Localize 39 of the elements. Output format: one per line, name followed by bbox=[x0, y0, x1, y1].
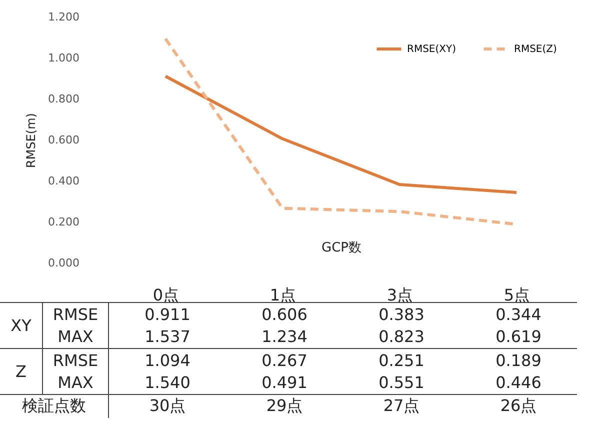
text: 0.823 bbox=[378, 326, 426, 348]
text: 26点 bbox=[460, 394, 577, 418]
text: 検証点数 bbox=[0, 394, 108, 418]
y-tick-label: 1.200 bbox=[48, 10, 80, 24]
y-tick-label: 0.200 bbox=[48, 216, 80, 228]
text: RMSE bbox=[52, 350, 98, 370]
text: 1.234 bbox=[260, 326, 308, 348]
y-tick-label: 0.600 bbox=[48, 134, 80, 146]
data-label: 0.383 bbox=[378, 304, 424, 324]
data-label: 0.344 bbox=[496, 304, 542, 324]
text: XY bbox=[0, 302, 42, 348]
data-label: 0.251 bbox=[343, 348, 460, 372]
data-label: 0.606 bbox=[262, 304, 308, 324]
legend-label: RMSE(XY) bbox=[407, 44, 456, 55]
y-tick-label: 0.800 bbox=[48, 92, 80, 106]
data-label: 0.189 bbox=[460, 348, 577, 372]
y-axis-title: RMSE(m) bbox=[24, 113, 38, 168]
y-tick-label: 1.000 bbox=[48, 52, 80, 64]
text: 0.619 bbox=[494, 326, 542, 348]
data-label: 0.911 bbox=[144, 304, 190, 324]
text: 29点 bbox=[226, 394, 343, 418]
data-label: 0.267 bbox=[226, 348, 343, 372]
text: 30点 bbox=[108, 394, 226, 418]
text: RMSE bbox=[42, 302, 108, 326]
text: 0.446 bbox=[494, 372, 542, 394]
text: 0.551 bbox=[378, 372, 426, 394]
text: 1.537 bbox=[144, 326, 192, 348]
text: 1.540 bbox=[144, 372, 192, 394]
x-axis-title: GCP数 bbox=[322, 240, 362, 256]
text: Z bbox=[0, 348, 42, 394]
y-tick-label: 0.400 bbox=[48, 174, 80, 188]
legend-label: RMSE(Z) bbox=[514, 44, 557, 55]
data-label: 1.094 bbox=[108, 348, 226, 372]
text: 0.491 bbox=[260, 372, 308, 394]
text: MAX bbox=[58, 373, 94, 392]
line-series bbox=[164, 74, 518, 194]
y-tick-label: 0.000 bbox=[48, 256, 80, 270]
text: 27点 bbox=[343, 394, 460, 418]
text: MAX bbox=[42, 326, 108, 348]
